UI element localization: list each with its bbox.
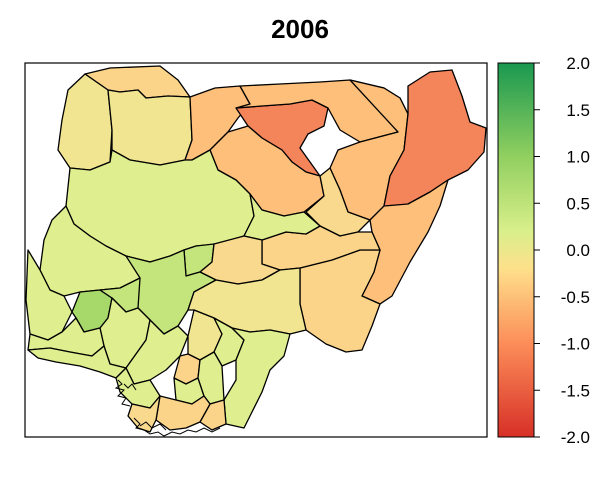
region-cross-river[interactable] (223, 327, 291, 429)
coastline-detail (114, 379, 221, 437)
legend-tick-label: 0.0 (566, 241, 590, 260)
region-kaduna-south[interactable] (243, 193, 321, 241)
legend-tick-label: -1.0 (561, 335, 590, 354)
map-title: 2006 (271, 14, 329, 44)
region-rivers[interactable] (155, 395, 211, 431)
legend-tick-label: 0.5 (566, 194, 590, 213)
legend-tick-label: 2.0 (566, 54, 590, 73)
region-bayelsa[interactable] (127, 395, 161, 433)
region-oyo[interactable] (25, 249, 73, 341)
legend-tick-label: -2.0 (561, 428, 590, 447)
legend-ticks: 2.0 1.5 1.0 0.5 0.0 -0.5 -1.0 -1.5 -2.0 (534, 54, 590, 447)
legend-tick-label: -0.5 (561, 288, 590, 307)
region-zamfara[interactable] (107, 89, 193, 166)
legend-colorbar (497, 62, 535, 438)
states-group (25, 65, 487, 433)
legend-tick-label: -1.5 (561, 381, 590, 400)
legend-tick-label: 1.0 (566, 148, 590, 167)
legend-tick-label: 1.5 (566, 101, 590, 120)
